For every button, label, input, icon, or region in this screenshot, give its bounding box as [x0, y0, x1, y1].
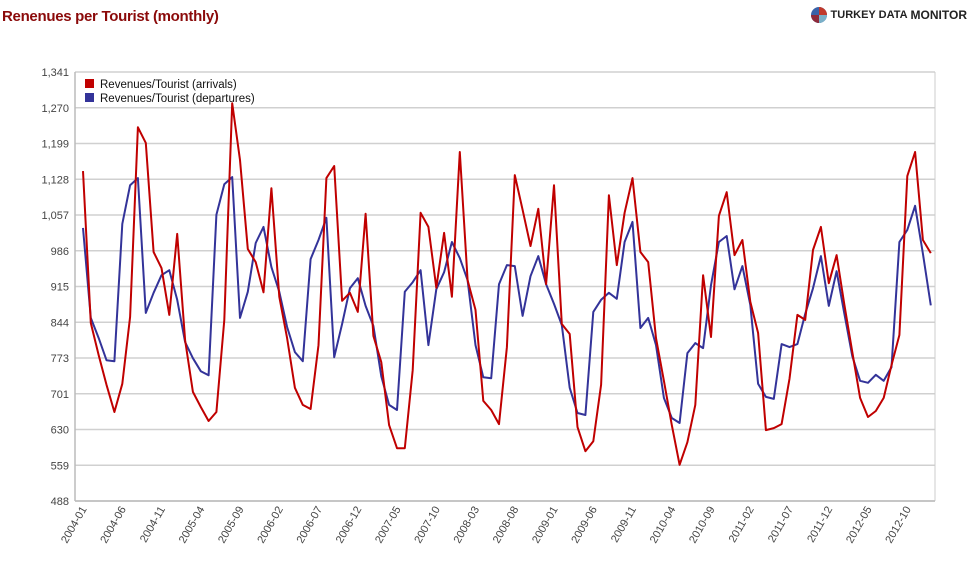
logo[interactable]: TURKEY DATA MONITOR: [810, 6, 967, 24]
logo-text-bold: MONITOR: [910, 8, 967, 22]
x-tick-label: 2004-06: [98, 505, 129, 546]
logo-text: TURKEY DATA: [830, 9, 908, 21]
x-tick-label: 2008-08: [491, 505, 522, 546]
y-tick-label: 1,341: [41, 67, 69, 79]
y-tick-label: 488: [51, 496, 69, 508]
y-tick-label: 1,128: [41, 174, 69, 186]
x-tick-label: 2010-09: [687, 505, 718, 546]
legend-swatch: [85, 79, 94, 88]
x-tick-label: 2012-05: [844, 505, 875, 546]
x-tick-label: 2005-04: [177, 505, 208, 546]
y-tick-label: 986: [51, 246, 69, 258]
y-tick-label: 844: [51, 317, 69, 329]
x-tick-label: 2010-04: [648, 505, 679, 546]
x-tick-label: 2011-07: [766, 505, 796, 545]
x-tick-label: 2011-02: [727, 505, 757, 545]
legend-label: Revenues/Tourist (departures): [100, 93, 255, 105]
y-tick-label: 773: [51, 353, 69, 365]
x-tick-label: 2008-03: [452, 505, 483, 546]
y-tick-label: 1,199: [41, 139, 69, 151]
y-tick-label: 915: [51, 282, 69, 294]
chart-title: Renenues per Tourist (monthly): [2, 8, 219, 25]
legend-swatch: [85, 93, 94, 102]
x-tick-label: 2006-12: [334, 505, 365, 546]
x-tick-label: 2004-01: [59, 505, 90, 546]
x-tick-label: 2011-12: [805, 505, 835, 545]
x-tick-label: 2009-01: [530, 505, 561, 546]
x-tick-label: 2009-11: [609, 505, 639, 545]
pie-logo-icon: [810, 7, 827, 23]
x-tick-label: 2012-10: [883, 505, 914, 546]
series-line-arrivals: [82, 102, 932, 466]
y-tick-label: 1,057: [41, 210, 69, 222]
x-tick-label: 2005-09: [216, 505, 247, 546]
x-tick-label: 2004-11: [138, 505, 168, 545]
series-line-departures: [82, 176, 932, 424]
y-tick-label: 1,270: [41, 103, 69, 115]
x-tick-label: 2006-07: [295, 505, 326, 546]
x-tick-label: 2007-10: [412, 505, 443, 546]
x-tick-label: 2006-02: [255, 505, 286, 546]
y-tick-label: 630: [51, 425, 69, 437]
x-tick-label: 2007-05: [373, 505, 404, 546]
y-tick-label: 559: [51, 460, 69, 472]
y-tick-label: 701: [51, 389, 69, 401]
x-tick-label: 2009-06: [569, 505, 600, 546]
legend-label: Revenues/Tourist (arrivals): [100, 79, 237, 91]
